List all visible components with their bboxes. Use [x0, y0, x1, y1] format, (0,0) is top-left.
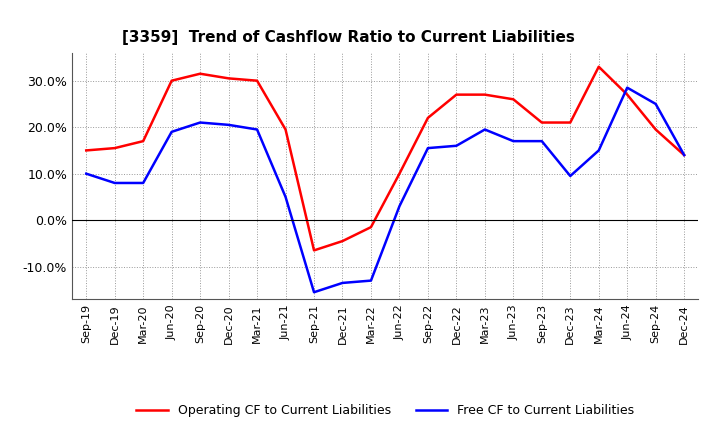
- Operating CF to Current Liabilities: [452, 92, 461, 97]
- Free CF to Current Liabilities: [452, 143, 461, 148]
- Legend: Operating CF to Current Liabilities, Free CF to Current Liabilities: Operating CF to Current Liabilities, Fre…: [131, 399, 639, 422]
- Operating CF to Current Liabilities: [310, 248, 318, 253]
- Free CF to Current Liabilities: [225, 122, 233, 128]
- Operating CF to Current Liabilities: [196, 71, 204, 77]
- Operating CF to Current Liabilities: [366, 224, 375, 230]
- Free CF to Current Liabilities: [366, 278, 375, 283]
- Free CF to Current Liabilities: [196, 120, 204, 125]
- Operating CF to Current Liabilities: [423, 115, 432, 121]
- Operating CF to Current Liabilities: [595, 64, 603, 70]
- Free CF to Current Liabilities: [395, 204, 404, 209]
- Free CF to Current Liabilities: [595, 148, 603, 153]
- Operating CF to Current Liabilities: [566, 120, 575, 125]
- Operating CF to Current Liabilities: [82, 148, 91, 153]
- Operating CF to Current Liabilities: [167, 78, 176, 83]
- Operating CF to Current Liabilities: [680, 152, 688, 158]
- Free CF to Current Liabilities: [566, 173, 575, 179]
- Operating CF to Current Liabilities: [253, 78, 261, 83]
- Free CF to Current Liabilities: [680, 152, 688, 158]
- Operating CF to Current Liabilities: [110, 146, 119, 151]
- Operating CF to Current Liabilities: [652, 127, 660, 132]
- Operating CF to Current Liabilities: [623, 92, 631, 97]
- Operating CF to Current Liabilities: [480, 92, 489, 97]
- Free CF to Current Liabilities: [110, 180, 119, 186]
- Free CF to Current Liabilities: [82, 171, 91, 176]
- Operating CF to Current Liabilities: [139, 139, 148, 144]
- Line: Free CF to Current Liabilities: Free CF to Current Liabilities: [86, 88, 684, 292]
- Free CF to Current Liabilities: [623, 85, 631, 90]
- Free CF to Current Liabilities: [310, 290, 318, 295]
- Free CF to Current Liabilities: [480, 127, 489, 132]
- Free CF to Current Liabilities: [338, 280, 347, 286]
- Free CF to Current Liabilities: [652, 101, 660, 106]
- Free CF to Current Liabilities: [509, 139, 518, 144]
- Free CF to Current Liabilities: [423, 146, 432, 151]
- Operating CF to Current Liabilities: [338, 238, 347, 244]
- Free CF to Current Liabilities: [253, 127, 261, 132]
- Operating CF to Current Liabilities: [225, 76, 233, 81]
- Text: [3359]  Trend of Cashflow Ratio to Current Liabilities: [3359] Trend of Cashflow Ratio to Curren…: [122, 29, 575, 45]
- Free CF to Current Liabilities: [139, 180, 148, 186]
- Free CF to Current Liabilities: [537, 139, 546, 144]
- Line: Operating CF to Current Liabilities: Operating CF to Current Liabilities: [86, 67, 684, 250]
- Operating CF to Current Liabilities: [395, 171, 404, 176]
- Operating CF to Current Liabilities: [509, 97, 518, 102]
- Operating CF to Current Liabilities: [537, 120, 546, 125]
- Free CF to Current Liabilities: [167, 129, 176, 135]
- Operating CF to Current Liabilities: [282, 127, 290, 132]
- Free CF to Current Liabilities: [282, 194, 290, 200]
